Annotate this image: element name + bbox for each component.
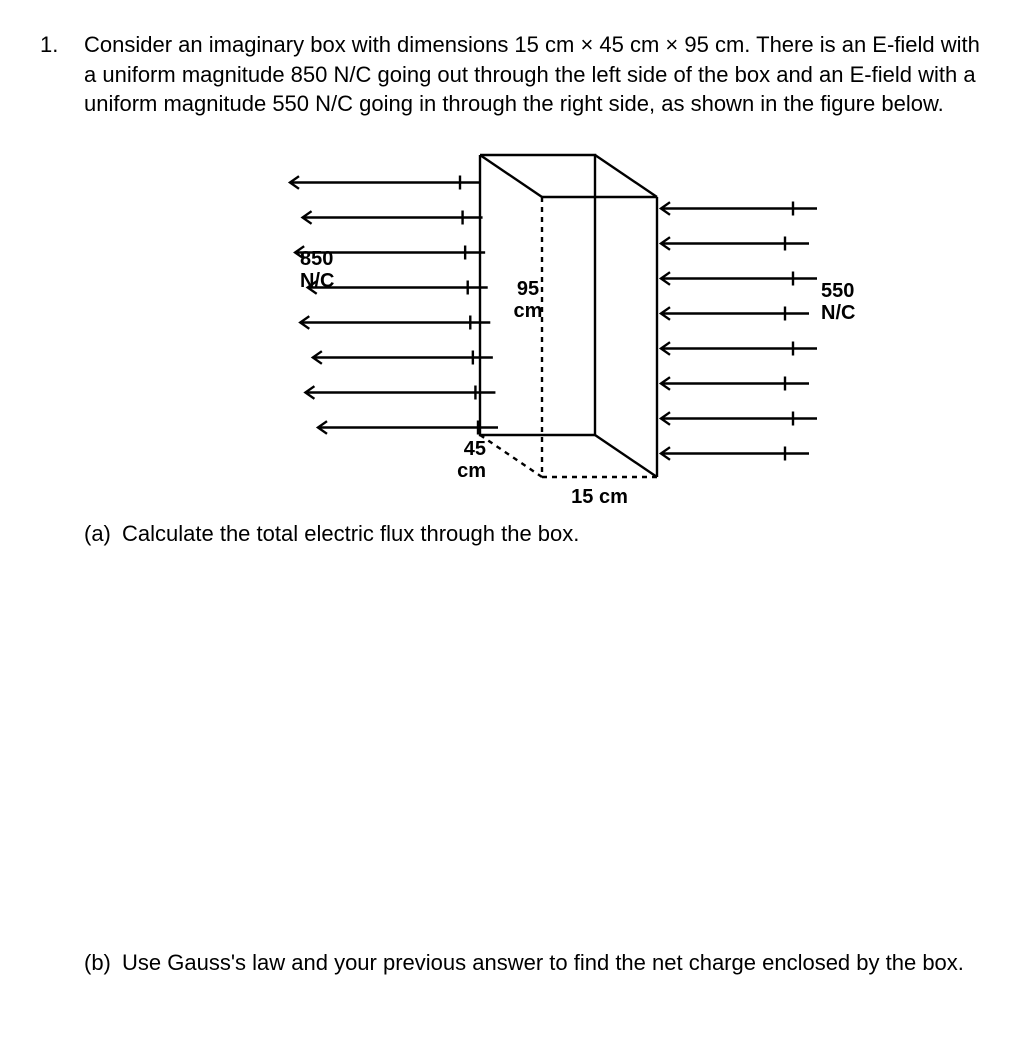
svg-text:cm: cm <box>514 300 543 322</box>
subpart-b: (b) Use Gauss's law and your previous an… <box>84 948 996 978</box>
svg-text:550: 550 <box>821 280 854 302</box>
svg-text:N/C: N/C <box>300 270 334 292</box>
problem-stem: Consider an imaginary box with dimension… <box>84 30 996 119</box>
subpart-b-text: Use Gauss's law and your previous answer… <box>122 948 996 978</box>
svg-text:95: 95 <box>517 278 539 300</box>
subpart-a-label: (a) <box>84 519 122 549</box>
subpart-a-text: Calculate the total electric flux throug… <box>122 519 996 549</box>
subpart-a: (a) Calculate the total electric flux th… <box>84 519 996 549</box>
problem-number: 1. <box>40 30 84 978</box>
svg-text:15 cm: 15 cm <box>571 486 628 505</box>
svg-text:850: 850 <box>300 248 333 270</box>
svg-text:cm: cm <box>457 460 486 482</box>
svg-text:N/C: N/C <box>821 302 855 324</box>
figure-box-diagram: 850N/C550N/C95cm45cm15 cm <box>190 125 890 513</box>
subpart-b-label: (b) <box>84 948 122 978</box>
svg-text:45: 45 <box>464 438 486 460</box>
